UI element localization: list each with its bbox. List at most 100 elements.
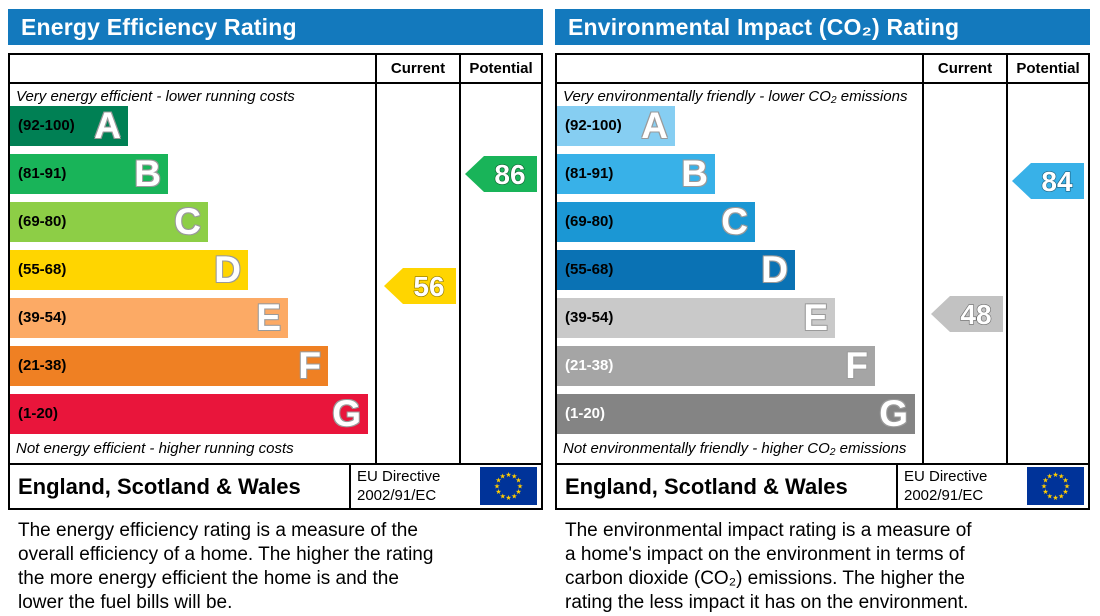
band-letter: D: [761, 249, 788, 290]
top-note: Very energy efficient - lower running co…: [16, 88, 295, 105]
current-rating-arrow: 56: [384, 267, 456, 305]
band-a: (92-100) A: [557, 106, 675, 146]
band-range-label: (21-38): [565, 357, 614, 374]
bottom-note: Not environmentally friendly - higher CO…: [563, 440, 907, 457]
band-letter: C: [721, 201, 748, 242]
environmental-impact-table: Current Potential Very environmentally f…: [555, 53, 1090, 510]
band-letter: A: [94, 105, 121, 146]
band-e: (39-54) E: [557, 298, 835, 338]
band-letter: A: [641, 105, 668, 146]
eu-flag-star: ★: [1062, 477, 1068, 485]
eu-flag-star: ★: [495, 488, 501, 496]
band-c: (69-80) C: [557, 202, 755, 242]
region-label: England, Scotland & Wales: [565, 474, 848, 499]
band-c: (69-80) C: [10, 202, 208, 242]
band-range-label: (39-54): [18, 309, 67, 326]
environmental-impact-panel: Environmental Impact (CO₂) Rating Curren…: [555, 9, 1090, 613]
column-divider: [375, 55, 377, 463]
band-range-label: (55-68): [18, 261, 67, 278]
eu-flag-star: ★: [1052, 471, 1058, 479]
band-letter: G: [332, 393, 361, 434]
eu-flag-star: ★: [1064, 482, 1070, 490]
band-range-label: (81-91): [565, 165, 614, 182]
top-note: Very environmentally friendly - lower CO…: [563, 88, 908, 105]
band-range-label: (21-38): [18, 357, 67, 374]
current-column-header: Current: [390, 60, 446, 77]
band-range-label: (92-100): [565, 117, 622, 134]
column-divider: [1006, 55, 1008, 463]
column-divider: [922, 55, 924, 463]
band-letter: B: [681, 153, 708, 194]
eu-flag-star: ★: [515, 488, 521, 496]
band-range-label: (69-80): [565, 213, 614, 230]
band-letter: E: [256, 297, 281, 338]
potential-column-header: Potential: [1016, 60, 1080, 77]
energy-efficiency-table: Current Potential Very energy efficient …: [8, 53, 543, 510]
band-range-label: (69-80): [18, 213, 67, 230]
column-divider: [459, 55, 461, 463]
eu-flag-star: ★: [517, 482, 523, 490]
band-range-label: (55-68): [565, 261, 614, 278]
svg-text:84: 84: [1041, 166, 1073, 197]
eu-flag-star: ★: [1041, 482, 1047, 490]
eu-flag-icon: ★★★★★★★★★ ★ ★★: [1027, 467, 1084, 505]
band-range-label: (39-54): [565, 309, 614, 326]
eu-flag-star: ★: [1052, 494, 1058, 502]
rating-bands: (92-100) A (81-91) B (69-80) C (55-68) D (39-54)…: [557, 106, 922, 442]
potential-rating-arrow: 86: [465, 155, 537, 193]
current-column-header: Current: [937, 60, 993, 77]
potential-column-header: Potential: [469, 60, 533, 77]
band-range-label: (1-20): [565, 405, 606, 422]
eu-flag-star: ★: [1058, 472, 1064, 480]
footer-divider: [557, 463, 1088, 465]
band-e: (39-54) E: [10, 298, 288, 338]
band-g: (1-20) G: [10, 394, 368, 434]
band-letter: E: [803, 297, 828, 338]
current-rating-arrow: 48: [931, 295, 1003, 333]
energy-efficiency-panel: Energy Efficiency Rating Current Potenti…: [8, 9, 543, 613]
eu-flag-star: ★: [1047, 492, 1053, 500]
band-a: (92-100) A: [10, 106, 128, 146]
band-d: (55-68) D: [557, 250, 795, 290]
eu-flag-star: ★: [511, 492, 517, 500]
header-divider: [10, 82, 541, 84]
band-letter: C: [174, 201, 201, 242]
svg-text:48: 48: [960, 299, 991, 330]
eu-flag-icon: ★★★★★★★★★ ★ ★★: [480, 467, 537, 505]
energy-efficiency-title: Energy Efficiency Rating: [8, 9, 543, 45]
band-range-label: (1-20): [18, 405, 59, 422]
band-range-label: (81-91): [18, 165, 67, 182]
region-label: England, Scotland & Wales: [18, 474, 301, 499]
band-letter: F: [845, 345, 868, 386]
header-divider: [557, 82, 1088, 84]
band-letter: F: [298, 345, 321, 386]
eu-flag-star: ★: [1062, 488, 1068, 496]
environmental-impact-description: The environmental impact rating is a mea…: [565, 520, 972, 613]
band-range-label: (92-100): [18, 117, 75, 134]
environmental-impact-title: Environmental Impact (CO₂) Rating: [555, 9, 1090, 45]
band-b: (81-91) B: [557, 154, 715, 194]
potential-rating-arrow: 84: [1012, 162, 1084, 200]
eu-flag-star: ★: [1058, 492, 1064, 500]
eu-flag-star: ★: [505, 494, 511, 502]
svg-text:56: 56: [413, 271, 444, 302]
band-f: (21-38) F: [10, 346, 328, 386]
rating-bands: (92-100) A (81-91) B (69-80) C (55-68) D (39-54)…: [10, 106, 375, 442]
eu-directive-label: EU Directive 2002/91/EC: [904, 468, 988, 504]
band-g: (1-20) G: [557, 394, 915, 434]
band-f: (21-38) F: [557, 346, 875, 386]
eu-flag-star: ★: [500, 492, 506, 500]
svg-text:86: 86: [494, 159, 525, 190]
band-letter: G: [879, 393, 908, 434]
eu-flag-star: ★: [515, 477, 521, 485]
bottom-note: Not energy efficient - higher running co…: [16, 440, 294, 457]
band-b: (81-91) B: [10, 154, 168, 194]
eu-directive-label: EU Directive 2002/91/EC: [357, 468, 441, 504]
eu-flag-star: ★: [511, 472, 517, 480]
eu-flag-star: ★: [495, 477, 501, 485]
footer-divider: [10, 463, 541, 465]
eu-flag-star: ★: [1042, 488, 1048, 496]
eu-flag-star: ★: [1042, 477, 1048, 485]
energy-efficiency-description: The energy efficiency rating is a measur…: [18, 520, 434, 613]
